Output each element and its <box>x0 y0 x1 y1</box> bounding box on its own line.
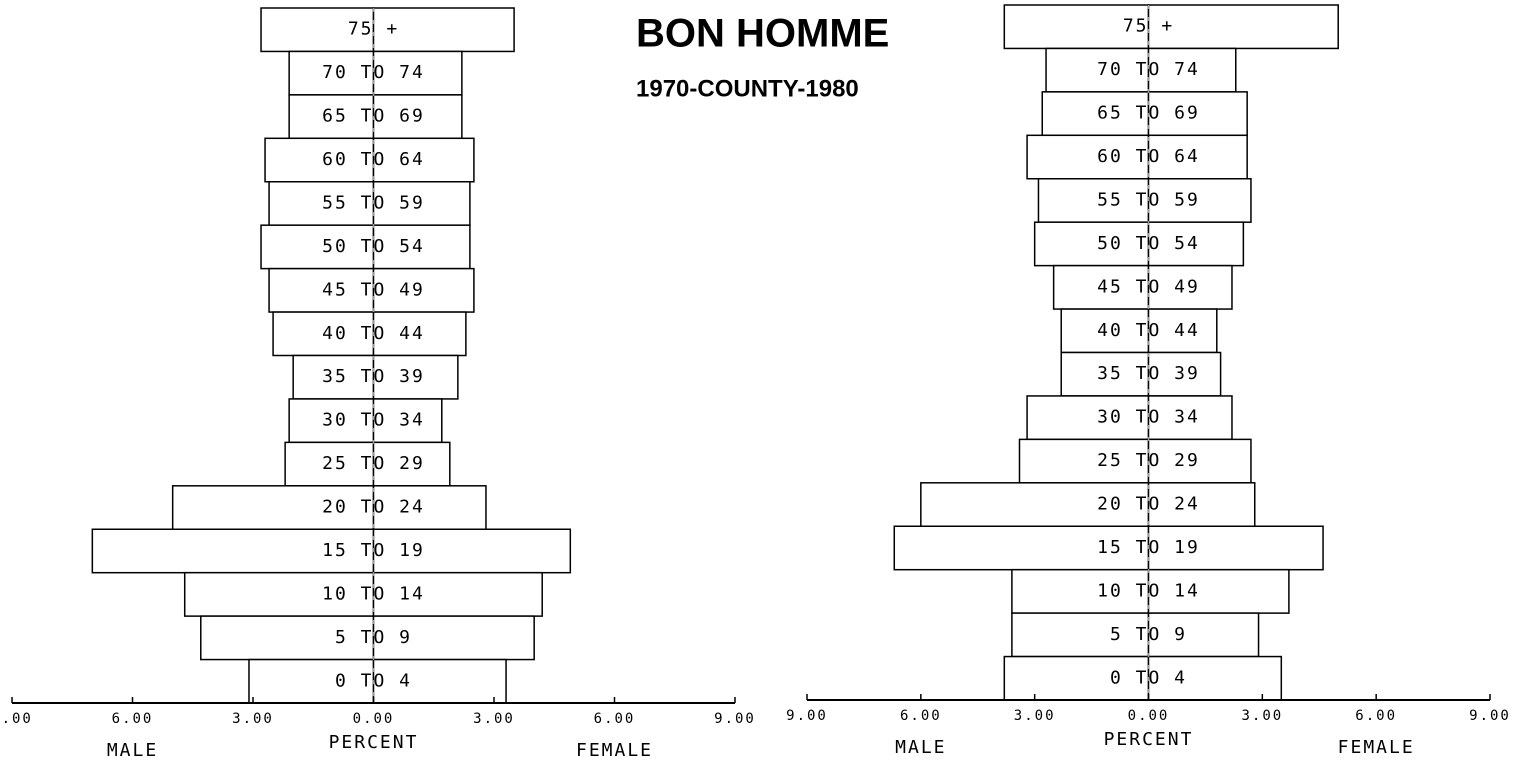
bar <box>1045 47 1150 93</box>
bar <box>372 267 475 313</box>
bar <box>1147 395 1233 441</box>
bar <box>1060 308 1150 354</box>
category-label: 0 TO 4 <box>335 670 412 691</box>
bar <box>1147 308 1218 354</box>
category-label: 75 + <box>1123 16 1174 37</box>
x-tick-label: 0.00 <box>353 711 395 727</box>
female-label: FEMALE <box>576 740 653 761</box>
bar <box>372 137 475 183</box>
category-label: 35 TO 39 <box>322 366 425 387</box>
x-tick-label: 9.00 <box>0 711 33 727</box>
category-label: 50 TO 54 <box>1097 233 1200 254</box>
bar <box>372 7 515 53</box>
bar <box>1041 91 1150 137</box>
x-tick-label: 3.00 <box>232 711 274 727</box>
x-tick-label: 0.00 <box>1128 708 1170 724</box>
x-tick-label: 6.00 <box>594 711 636 727</box>
bar <box>284 441 375 487</box>
bar <box>1011 612 1150 658</box>
category-label: 30 TO 34 <box>322 410 425 431</box>
bar <box>1147 4 1339 50</box>
bar <box>1147 568 1290 614</box>
bar <box>248 658 375 704</box>
chart-subtitle: 1970-COUNTY-1980 <box>636 75 859 102</box>
x-tick-label: 6.00 <box>112 711 154 727</box>
bar <box>1147 134 1248 180</box>
x-axis-label: PERCENT <box>1104 729 1194 750</box>
bar <box>1147 525 1324 571</box>
bar <box>1147 612 1260 658</box>
category-label: 40 TO 44 <box>1097 320 1200 341</box>
bar <box>893 525 1150 571</box>
bar <box>288 398 375 444</box>
bar <box>1011 568 1150 614</box>
category-label: 40 TO 44 <box>322 323 425 344</box>
category-label: 10 TO 14 <box>322 583 425 604</box>
x-tick-label: 6.00 <box>900 708 942 724</box>
bar <box>171 485 375 530</box>
bar <box>372 354 459 400</box>
x-tick-label: 3.00 <box>1241 708 1283 724</box>
bar <box>1026 395 1150 441</box>
category-label: 45 TO 49 <box>322 279 425 300</box>
category-label: 70 TO 74 <box>322 62 425 83</box>
x-tick-label: 9.00 <box>714 711 756 727</box>
category-label: 55 TO 59 <box>322 192 425 213</box>
category-label: 0 TO 4 <box>1110 667 1187 688</box>
category-label: 20 TO 24 <box>322 497 425 518</box>
category-label: 35 TO 39 <box>1097 363 1200 384</box>
x-tick-label: 3.00 <box>1014 708 1056 724</box>
bar <box>1147 482 1256 527</box>
bar <box>1147 264 1233 310</box>
bar <box>200 615 375 661</box>
category-label: 25 TO 29 <box>1097 450 1200 471</box>
female-label: FEMALE <box>1338 737 1415 758</box>
bar <box>372 224 471 270</box>
x-axis-label: PERCENT <box>329 732 419 753</box>
category-label: 65 TO 69 <box>322 106 425 127</box>
x-tick-label: 3.00 <box>473 711 515 727</box>
chart-title: BON HOMME <box>636 12 889 56</box>
category-label: 55 TO 59 <box>1097 189 1200 210</box>
category-label: 60 TO 64 <box>1097 146 1200 167</box>
category-label: 5 TO 9 <box>335 627 412 648</box>
bar <box>1052 264 1150 310</box>
bar <box>1003 4 1150 50</box>
bar <box>372 398 443 444</box>
category-label: 5 TO 9 <box>1110 624 1187 645</box>
bar <box>372 615 535 661</box>
bar <box>1147 221 1245 267</box>
bar <box>372 528 572 574</box>
category-label: 45 TO 49 <box>1097 276 1200 297</box>
male-label: MALE <box>107 740 158 761</box>
bar <box>260 7 375 53</box>
category-label: 10 TO 14 <box>1097 580 1200 601</box>
category-label: 20 TO 24 <box>1097 494 1200 515</box>
category-label: 30 TO 34 <box>1097 407 1200 428</box>
category-label: 70 TO 74 <box>1097 59 1200 80</box>
category-label: 65 TO 69 <box>1097 103 1200 124</box>
bar <box>292 354 375 400</box>
bar <box>183 571 375 617</box>
bar <box>1037 178 1150 223</box>
x-tick-label: 9.00 <box>786 708 828 724</box>
category-label: 60 TO 64 <box>322 149 425 170</box>
x-tick-label: 6.00 <box>1355 708 1397 724</box>
category-label: 25 TO 29 <box>322 453 425 474</box>
bar <box>372 571 543 617</box>
male-label: MALE <box>895 737 946 758</box>
bar <box>1147 655 1283 701</box>
category-label: 50 TO 54 <box>322 236 425 257</box>
bar <box>1147 438 1252 484</box>
bar <box>372 441 451 487</box>
bar <box>1018 438 1150 484</box>
bar <box>372 50 463 96</box>
bar <box>372 485 487 530</box>
category-label: 15 TO 19 <box>1097 537 1200 558</box>
category-label: 15 TO 19 <box>322 540 425 561</box>
x-tick-label: 9.00 <box>1469 708 1511 724</box>
category-label: 75 + <box>348 19 399 40</box>
bar <box>372 181 471 226</box>
